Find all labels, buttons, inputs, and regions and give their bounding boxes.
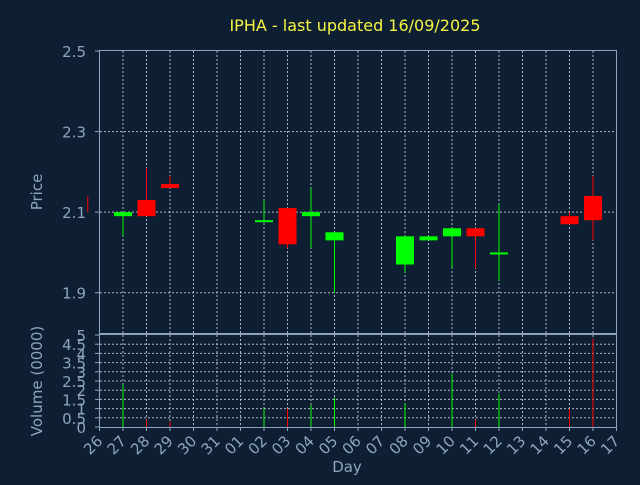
x-tick-label: 01	[221, 432, 247, 458]
candle	[302, 187, 320, 249]
volume-tick-label: 2.5	[62, 373, 86, 391]
candle-body	[325, 232, 344, 241]
candle-body	[560, 216, 579, 225]
candle-body	[114, 212, 132, 217]
candle-body	[302, 212, 320, 217]
volume-tick-label: 0	[76, 419, 86, 437]
x-tick-label: 08	[386, 432, 412, 458]
price-tick-label: 2.5	[62, 43, 86, 61]
candle-body	[278, 208, 297, 245]
x-tick-label: 28	[127, 432, 153, 458]
x-tick-label: 04	[292, 432, 318, 458]
x-axis-label: Day	[332, 458, 362, 476]
volume-tick-label: 1	[76, 401, 86, 419]
candle	[325, 232, 344, 293]
candle	[255, 200, 273, 223]
x-tick-label: 31	[198, 432, 224, 458]
candle-body	[419, 236, 438, 241]
candle	[419, 236, 438, 241]
x-tick-label: 05	[315, 432, 341, 458]
volume-tick-label: 4	[76, 345, 86, 363]
price-plot-frame	[99, 50, 617, 334]
x-tick-label: 02	[245, 432, 271, 458]
candle	[137, 167, 156, 217]
candle	[396, 236, 414, 273]
volume-tick-label: 1.5	[62, 391, 86, 409]
price-tick-label: 2.1	[62, 204, 86, 222]
x-tick-label: 13	[503, 432, 529, 458]
x-tick-label: 12	[480, 432, 506, 458]
volume-tick-label: 0.5	[62, 410, 86, 428]
candle	[466, 228, 485, 269]
candle-body	[137, 200, 156, 217]
x-tick-label: 15	[550, 432, 576, 458]
candle	[114, 212, 132, 237]
candle	[490, 204, 508, 281]
candle	[161, 175, 179, 188]
volume-axis-label: Volume (0000)	[28, 326, 46, 436]
candle	[278, 208, 297, 249]
candle	[560, 212, 579, 225]
x-tick-label: 07	[362, 432, 388, 458]
x-tick-label: 10	[433, 432, 459, 458]
x-tick-label: 06	[339, 432, 365, 458]
price-tick-label: 2.3	[62, 124, 86, 142]
candle-body	[443, 228, 461, 237]
chart-title: IPHA - last updated 16/09/2025	[229, 16, 480, 35]
volume-tick-label: 4.5	[62, 336, 86, 354]
volume-tick-label: 2	[76, 382, 86, 400]
candle-body	[161, 183, 179, 188]
x-tick-label: 03	[268, 432, 294, 458]
x-tick-label: 17	[597, 432, 623, 458]
x-tick-label: 27	[104, 432, 130, 458]
x-tick-label: 14	[527, 432, 553, 458]
x-tick-label: 11	[456, 432, 482, 458]
candle-body	[255, 220, 273, 223]
candle	[443, 228, 461, 269]
x-tick-label: 29	[151, 432, 177, 458]
candle	[584, 175, 602, 241]
candle-body	[490, 252, 508, 255]
x-tick-label: 09	[409, 432, 435, 458]
candle-body	[396, 236, 414, 265]
price-tick-label: 1.9	[62, 285, 86, 303]
volume-tick-label: 5	[76, 327, 86, 345]
x-tick-label: 30	[174, 432, 200, 458]
price-axis-label: Price	[28, 174, 46, 211]
candle-body	[466, 228, 485, 237]
candle-body	[584, 196, 602, 221]
volume-tick-label: 3	[76, 364, 86, 382]
volume-tick-label: 3.5	[62, 355, 86, 373]
x-tick-label: 16	[574, 432, 600, 458]
